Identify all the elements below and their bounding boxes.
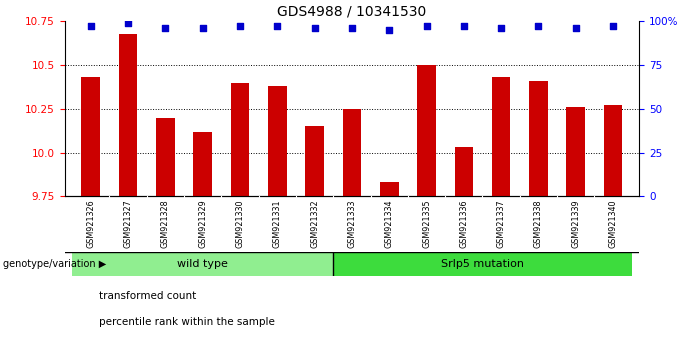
Point — [346, 25, 357, 31]
Text: GSM921329: GSM921329 — [198, 200, 207, 248]
Text: GSM921334: GSM921334 — [385, 200, 394, 248]
Text: GSM921339: GSM921339 — [571, 200, 580, 248]
Point — [160, 25, 171, 31]
Bar — [604, 105, 622, 196]
Text: genotype/variation ▶: genotype/variation ▶ — [3, 259, 107, 269]
Point — [384, 27, 394, 33]
Bar — [454, 147, 473, 196]
Title: GDS4988 / 10341530: GDS4988 / 10341530 — [277, 5, 426, 19]
Text: GSM921330: GSM921330 — [235, 200, 245, 248]
Point — [235, 24, 245, 29]
Bar — [305, 126, 324, 196]
Text: wild type: wild type — [177, 259, 228, 269]
Bar — [156, 118, 175, 196]
Bar — [380, 182, 398, 196]
Bar — [492, 77, 511, 196]
Bar — [418, 65, 436, 196]
Text: Srlp5 mutation: Srlp5 mutation — [441, 259, 524, 269]
Point — [496, 25, 507, 31]
Bar — [333, 252, 632, 276]
Point — [85, 24, 96, 29]
Point — [272, 24, 283, 29]
Point — [197, 25, 208, 31]
Bar — [82, 77, 100, 196]
Point — [608, 24, 619, 29]
Bar — [72, 252, 333, 276]
Point — [309, 25, 320, 31]
Text: GSM921327: GSM921327 — [124, 200, 133, 248]
Bar — [268, 86, 286, 196]
Text: GSM921331: GSM921331 — [273, 200, 282, 248]
Point — [421, 24, 432, 29]
Text: GSM921326: GSM921326 — [86, 200, 95, 248]
Point — [571, 25, 581, 31]
Point — [122, 20, 133, 26]
Text: GSM921340: GSM921340 — [609, 200, 617, 248]
Text: GSM921332: GSM921332 — [310, 200, 319, 248]
Text: GSM921338: GSM921338 — [534, 200, 543, 248]
Point — [533, 24, 544, 29]
Text: percentile rank within the sample: percentile rank within the sample — [99, 318, 275, 327]
Bar — [193, 132, 212, 196]
Bar — [231, 82, 250, 196]
Text: GSM921333: GSM921333 — [347, 200, 356, 248]
Bar — [119, 34, 137, 196]
Text: GSM921336: GSM921336 — [459, 200, 469, 248]
Bar — [566, 107, 585, 196]
Text: GSM921328: GSM921328 — [161, 200, 170, 248]
Text: GSM921337: GSM921337 — [496, 200, 506, 248]
Point — [458, 24, 469, 29]
Bar — [343, 109, 361, 196]
Text: GSM921335: GSM921335 — [422, 200, 431, 248]
Text: transformed count: transformed count — [99, 291, 197, 301]
Bar — [529, 81, 548, 196]
